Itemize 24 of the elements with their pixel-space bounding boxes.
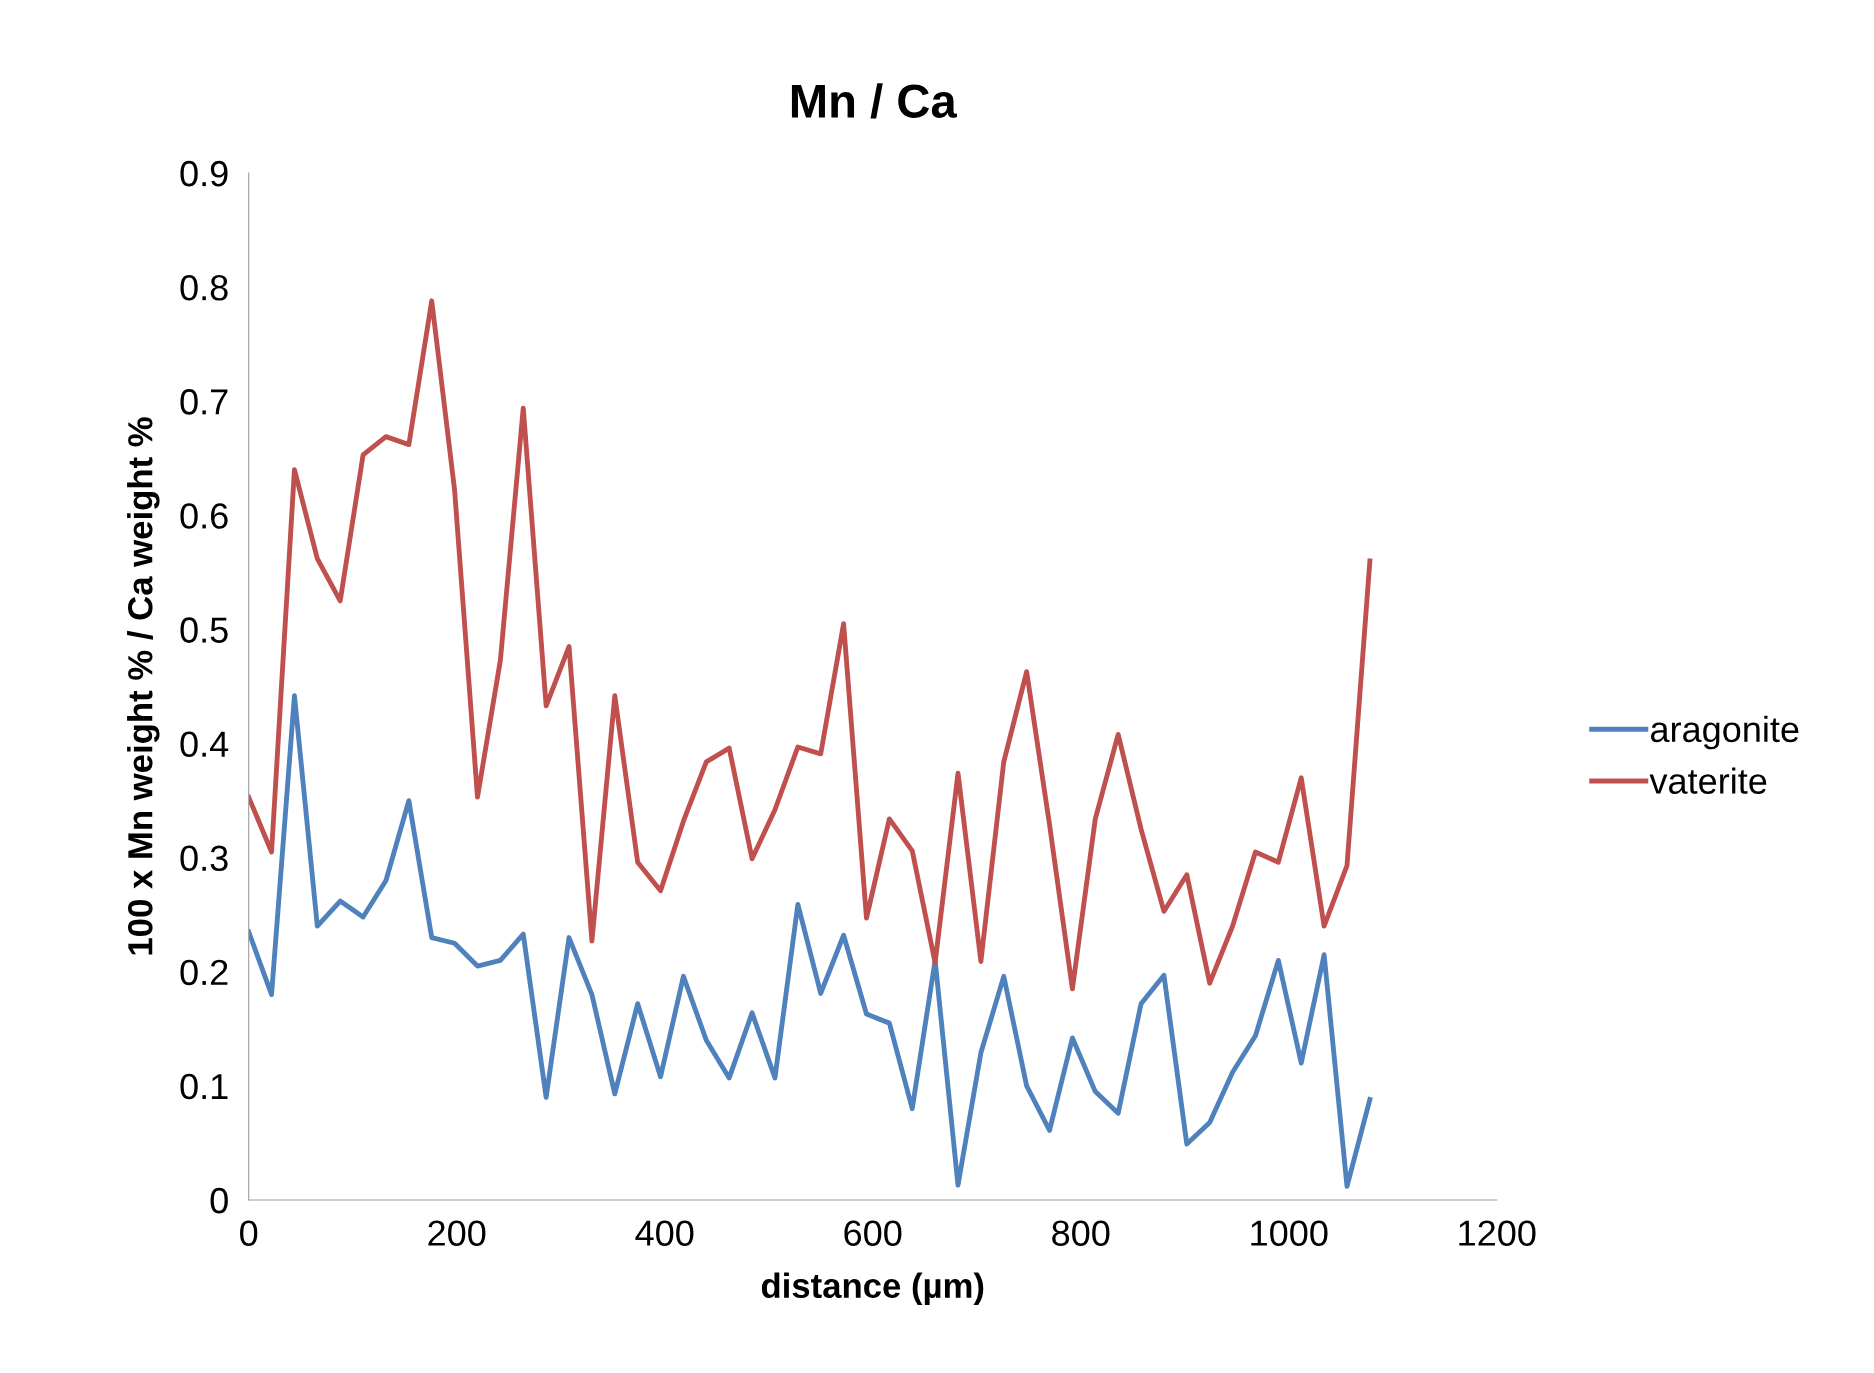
- y-tick-label: 0.1: [180, 1073, 228, 1100]
- x-tick-label: 0: [240, 1220, 258, 1246]
- x-tick-label: 400: [635, 1220, 694, 1246]
- line-series: [248, 298, 1373, 992]
- x-tick-label: 800: [1052, 1220, 1110, 1246]
- y-axis-title: 100 x Mn weight % / Ca weight %: [127, 417, 160, 955]
- y-tick-label: 0.8: [180, 274, 228, 301]
- x-tick-label: 600: [844, 1220, 902, 1246]
- x-tick-label: 1200: [1459, 1220, 1536, 1246]
- y-tick-label: 0: [210, 1187, 228, 1214]
- chart-title: Mn / Ca: [791, 83, 957, 119]
- y-tick-label: 0.6: [180, 503, 228, 529]
- y-tick-label: 0.9: [180, 160, 228, 187]
- legend-label: aragonite: [1650, 715, 1799, 750]
- y-tick-label: 0.7: [180, 389, 228, 415]
- x-tick-label: 200: [428, 1220, 486, 1246]
- y-tick-label: 0.2: [180, 959, 228, 986]
- x-tick-label: 1000: [1251, 1220, 1328, 1246]
- y-tick-label: 0.5: [180, 617, 228, 643]
- legend-label: vaterite: [1649, 767, 1767, 794]
- line-series: [248, 693, 1373, 1189]
- y-tick-label: 0.3: [180, 845, 228, 872]
- x-axis-title: distance (µm): [761, 1272, 984, 1305]
- y-tick-label: 0.4: [180, 731, 229, 757]
